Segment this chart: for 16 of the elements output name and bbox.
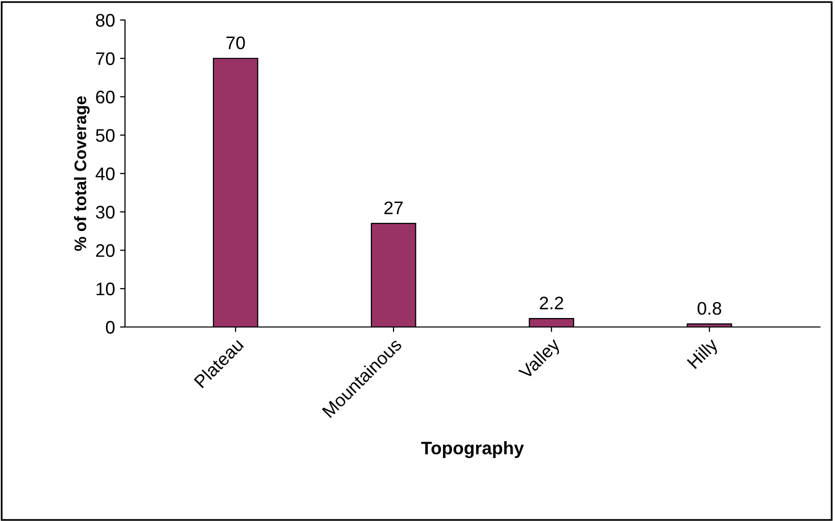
data-label: 27: [384, 201, 403, 214]
y-tick-label: 60: [96, 90, 115, 104]
y-tick-label: 50: [96, 129, 115, 142]
y-tick-label: 70: [96, 52, 115, 66]
data-label: 2.2: [540, 296, 564, 310]
data-label: 0.8: [698, 302, 722, 315]
y-tick-label: 40: [96, 167, 115, 180]
y-tick-label: 80: [96, 14, 115, 27]
y-axis-title: % of total Coverage: [74, 96, 90, 251]
x-axis-title: Topography: [421, 441, 524, 458]
y-tick-label: 30: [96, 206, 115, 219]
x-tick-label: Hilly: [686, 336, 722, 372]
y-tick-label: 10: [96, 282, 115, 296]
y-tick-label: 20: [96, 244, 115, 257]
y-tick-label: 0: [106, 320, 115, 334]
data-label: 70: [226, 36, 245, 50]
